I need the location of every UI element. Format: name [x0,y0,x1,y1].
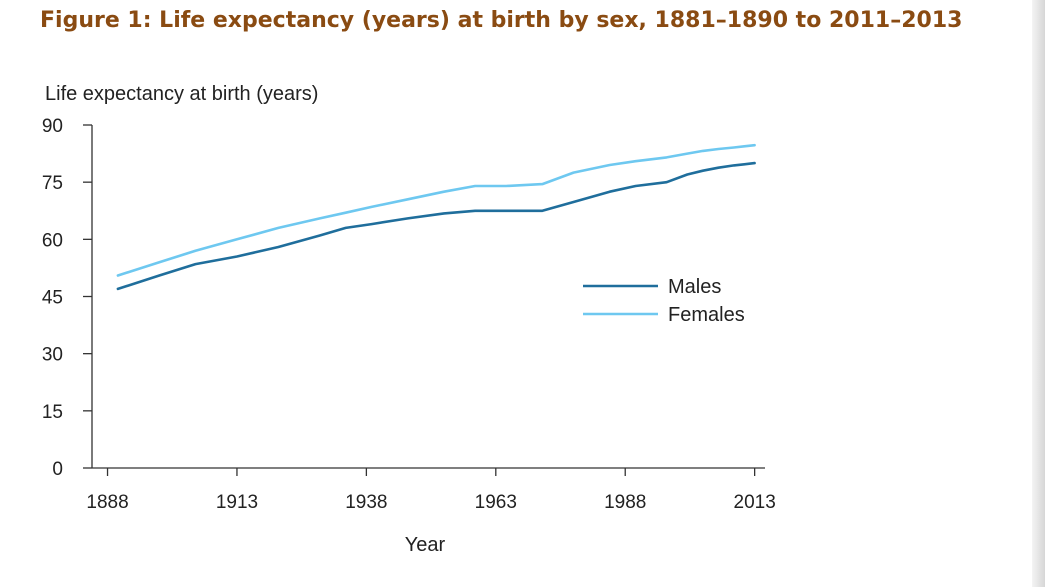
x-tick-label: 1888 [86,492,128,513]
y-tick-label: 15 [42,402,63,423]
series-line-males [116,161,756,291]
figure-title: Figure 1: Life expectancy (years) at bir… [40,8,963,33]
x-tick-label: 1938 [345,492,387,513]
legend-label-males: Males [668,276,721,298]
x-tick-label: 2013 [734,492,776,513]
y-tick-label: 30 [42,345,63,366]
x-axis-title: Year [405,534,446,556]
y-tick-label: 60 [42,230,63,251]
x-tick-label: 1963 [475,492,517,513]
x-tick-label: 1988 [604,492,646,513]
window-edge [1032,0,1045,587]
series-line-females [116,143,756,277]
y-axis-title: Life expectancy at birth (years) [45,83,318,105]
y-tick-label: 45 [42,288,63,309]
series-layer [116,143,756,291]
y-tick-label: 90 [42,116,63,137]
axes: 0 15 30 45 60 75 90 1888 1913 1938 1963 1988 2013 [42,116,776,513]
y-tick-label: 75 [42,173,63,194]
legend: Males Females [583,276,745,326]
legend-label-females: Females [668,304,745,326]
y-tick-label: 0 [52,459,63,480]
x-tick-label: 1913 [216,492,258,513]
